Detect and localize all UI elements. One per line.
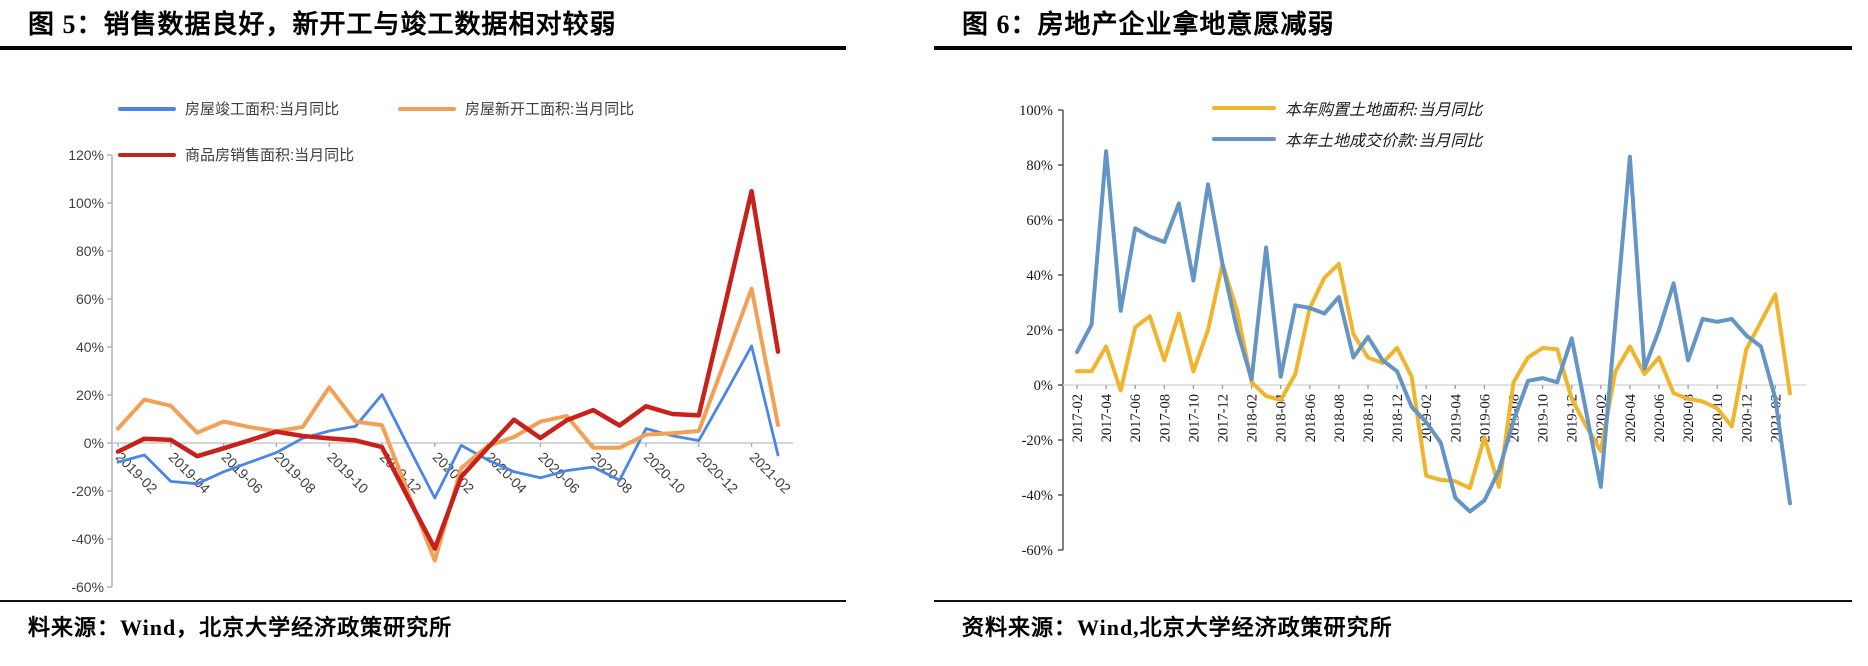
legend-label: 本年土地成交价款:当月同比	[1285, 133, 1483, 150]
legend-item-sales: 商品房销售面积:当月同比	[118, 144, 354, 165]
figure-6-title-underline	[934, 46, 1852, 50]
y-tick-label: -20%	[71, 483, 104, 499]
legend-label: 房屋新开工面积:当月同比	[465, 101, 635, 118]
x-tick-label: 2017-04	[1099, 393, 1115, 442]
y-tick-label: -40%	[1022, 488, 1053, 504]
figure-6-panel: 图 6：房地产企业拿地意愿减弱 本年购置土地面积:当月同比 本年土地成交价款:当…	[934, 0, 1868, 666]
legend-label: 商品房销售面积:当月同比	[185, 147, 355, 164]
land-area-line-swatch	[1212, 106, 1276, 110]
y-tick-label: 60%	[1026, 213, 1053, 229]
figure-6-legend: 本年购置土地面积:当月同比 本年土地成交价款:当月同比	[934, 96, 1868, 162]
y-tick-label: -40%	[71, 531, 104, 547]
y-tick-label: -20%	[1022, 433, 1053, 449]
x-tick-label: 2020-04	[1623, 393, 1639, 442]
y-tick-label: -60%	[1022, 543, 1053, 559]
y-tick-label: 20%	[1026, 323, 1053, 339]
figure-5-legend: 房屋竣工面积:当月同比 房屋新开工面积:当月同比 商品房销售面积:当月同比	[0, 98, 934, 168]
legend-item-land-value: 本年土地成交价款:当月同比	[1212, 127, 1482, 151]
series-line	[1075, 149, 1792, 514]
legend-label: 本年购置土地面积:当月同比	[1285, 102, 1483, 119]
x-tick-label: 2019-08	[271, 449, 319, 497]
x-tick-label: 2017-12	[1216, 394, 1232, 442]
y-tick-label: 0%	[84, 435, 104, 451]
figure-5-source: 料来源：Wind，北京大学经济政策研究所	[28, 615, 453, 640]
x-tick-label: 2020-10	[641, 449, 689, 497]
figure-5-panel: 图 5：销售数据良好，新开工与竣工数据相对较弱 房屋竣工面积:当月同比 房屋新开…	[0, 10, 934, 640]
y-tick-label: 100%	[1019, 103, 1053, 119]
legend-item-completions: 房屋竣工面积:当月同比	[118, 98, 339, 119]
land-value-line-swatch	[1212, 137, 1276, 141]
sales-line-swatch	[118, 152, 176, 157]
completions-line-swatch	[118, 106, 176, 111]
y-tick-label: -60%	[71, 579, 104, 595]
legend-label: 房屋竣工面积:当月同比	[185, 101, 340, 118]
series-line	[115, 188, 781, 551]
x-tick-label: 2018-12	[1390, 394, 1406, 442]
legend-item-land-area: 本年购置土地面积:当月同比	[1212, 96, 1482, 120]
x-tick-label: 2018-06	[1303, 394, 1319, 442]
y-tick-label: 40%	[76, 339, 104, 355]
figure-5-bottom-rule	[0, 600, 846, 602]
x-tick-label: 2019-04	[166, 449, 214, 497]
y-tick-label: 20%	[76, 387, 104, 403]
series-line	[116, 286, 780, 563]
x-tick-label: 2017-08	[1157, 394, 1173, 442]
legend-item-new-starts: 房屋新开工面积:当月同比	[398, 98, 634, 119]
x-tick-label: 2018-10	[1361, 394, 1377, 442]
x-tick-label: 2019-04	[1448, 393, 1464, 442]
x-tick-label: 2017-06	[1128, 394, 1144, 442]
x-tick-label: 2017-02	[1070, 394, 1086, 442]
x-tick-label: 2019-06	[218, 449, 266, 497]
y-tick-label: 100%	[68, 195, 104, 211]
x-tick-label: 2020-06	[1652, 394, 1668, 442]
figure-6-bottom-rule	[934, 600, 1852, 602]
x-tick-label: 2019-10	[1536, 394, 1552, 442]
y-tick-label: 60%	[76, 291, 104, 307]
x-tick-label: 2018-08	[1332, 394, 1348, 442]
figure-5-title: 图 5：销售数据良好，新开工与竣工数据相对较弱	[28, 10, 617, 39]
x-tick-label: 2021-02	[746, 449, 794, 497]
x-tick-label: 2020-12	[1739, 394, 1755, 442]
x-tick-label: 2018-02	[1245, 394, 1261, 442]
x-tick-label: 2017-10	[1186, 394, 1202, 442]
x-tick-label: 2019-10	[324, 449, 372, 497]
new-starts-line-swatch	[398, 106, 456, 111]
figure-6-line-chart: -60% -40% -20% 0% 20% 40% 60% 80% 100% 2017-02 201…	[1019, 103, 1806, 559]
x-tick-label: 2020-08	[588, 449, 636, 497]
x-tick-label: 2020-08	[1681, 394, 1697, 442]
series-line	[1075, 262, 1792, 491]
x-tick-label: 2018-04	[1274, 393, 1290, 442]
y-tick-label: 40%	[1026, 268, 1053, 284]
y-tick-label: 80%	[76, 243, 104, 259]
figure-5-line-chart: -60% -40% -20% 0% 20% 40% 60% 80% 100% 120% 2019-0…	[68, 147, 794, 595]
figure-6-title: 图 6：房地产企业拿地意愿减弱	[962, 10, 1335, 39]
x-tick-label: 2020-12	[694, 449, 742, 497]
figure-5-title-underline	[0, 46, 846, 50]
x-tick-label: 2019-06	[1477, 394, 1493, 442]
y-tick-label: 120%	[68, 147, 104, 163]
y-tick-label: 0%	[1034, 378, 1053, 394]
figure-6-source: 资料来源：Wind,北京大学经济政策研究所	[962, 615, 1393, 640]
y-tick-label: 80%	[1026, 158, 1053, 174]
